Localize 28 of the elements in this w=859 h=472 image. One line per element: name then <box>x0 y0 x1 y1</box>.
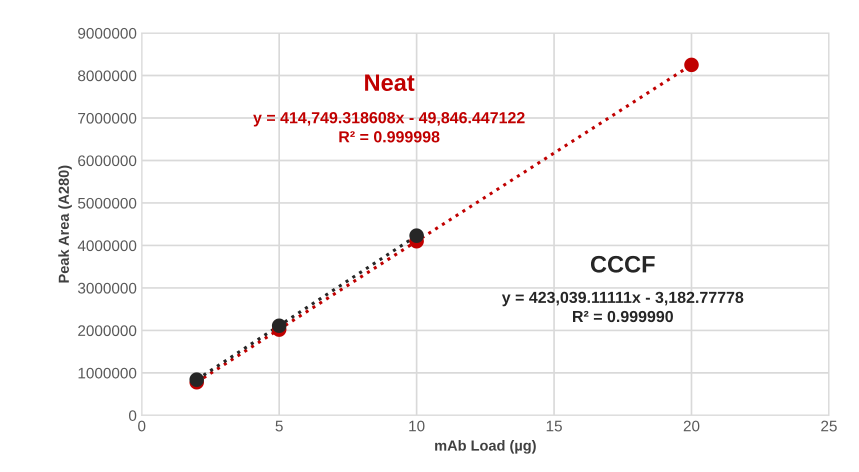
annotation: R² = 0.999998 <box>339 131 440 142</box>
y-tick-label: 7000000 <box>78 112 136 124</box>
x-tick-label: 20 <box>684 420 700 432</box>
y-tick-label: 5000000 <box>78 198 136 209</box>
y-tick-label: 0 <box>128 410 136 422</box>
y-tick-label: 1000000 <box>78 368 136 379</box>
annotation: Neat <box>365 74 414 91</box>
x-tick-label: 5 <box>276 420 283 432</box>
point <box>684 58 699 72</box>
y-tick-label: 3000000 <box>78 282 136 294</box>
x-axis-title: mAb Load (µg) <box>435 440 536 454</box>
x-tick-label: 10 <box>409 420 425 432</box>
annotation: y = 414,749.318608x - 49,846.447122 <box>253 112 525 127</box>
annotation: CCCF <box>590 256 655 273</box>
x-tick-label: 15 <box>546 420 562 432</box>
point <box>409 228 424 243</box>
y-tick-label: 2000000 <box>78 325 136 336</box>
y-tick-label: 8000000 <box>78 70 136 82</box>
x-tick-label: 25 <box>821 420 837 432</box>
annotation: y = 423,039.11111x - 3,182.77778 <box>502 292 744 306</box>
point <box>189 372 204 387</box>
y-tick-label: 6000000 <box>78 155 136 166</box>
y-tick-label: 4000000 <box>78 240 136 252</box>
y-tick-label: 9000000 <box>78 28 136 39</box>
y-axis-title: Peak Area (A280) <box>58 166 72 283</box>
annotation: R² = 0.999990 <box>573 310 673 322</box>
point <box>272 318 286 334</box>
x-tick-label: 0 <box>138 420 146 432</box>
